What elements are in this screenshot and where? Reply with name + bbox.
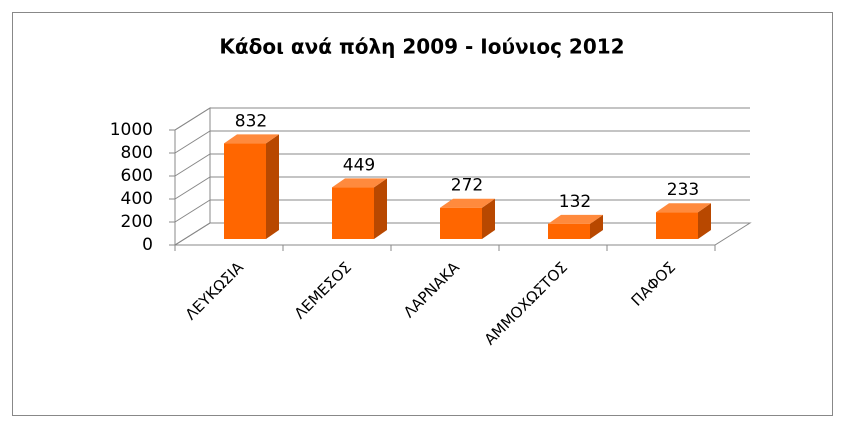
- y-tick-label: 0: [142, 235, 153, 255]
- value-label: 449: [343, 155, 375, 175]
- y-tick-label: 400: [121, 189, 153, 209]
- value-label: 272: [451, 176, 483, 196]
- bar: [656, 203, 711, 239]
- y-tick-label: 200: [121, 212, 153, 232]
- value-label: 132: [559, 192, 591, 212]
- grid-line: [174, 107, 750, 131]
- value-label: 832: [235, 111, 267, 131]
- chart-title: Κάδοι ανά πόλη 2009 - Ιούνιος 2012: [219, 35, 624, 59]
- grid-line: [174, 130, 750, 154]
- bar: [332, 178, 387, 239]
- value-label: 233: [667, 180, 699, 200]
- grid-line: [174, 153, 750, 177]
- grid-line: [174, 176, 750, 200]
- bar: [224, 134, 279, 239]
- y-tick-label: 800: [121, 143, 153, 163]
- y-tick-label: 1000: [110, 120, 153, 140]
- y-tick-label: 600: [121, 166, 153, 186]
- bar: [440, 198, 495, 239]
- grid-line: [174, 199, 750, 223]
- bar: [548, 214, 603, 239]
